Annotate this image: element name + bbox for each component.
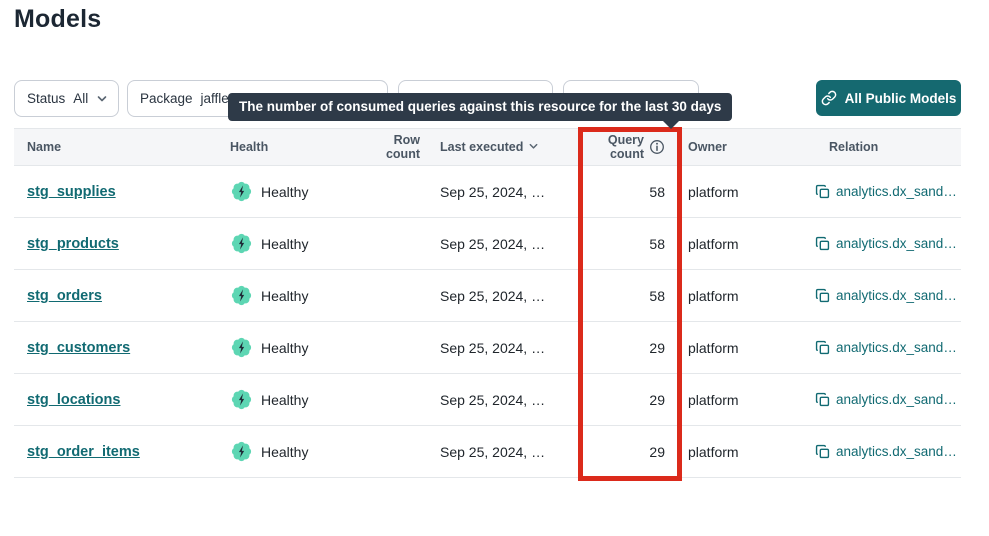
- table-row: stg_products Healthy Sep 25, 2024, … 58 …: [14, 218, 961, 270]
- header-row-count: Row count: [385, 133, 420, 161]
- query-count-tooltip: The number of consumed queries against t…: [228, 93, 733, 129]
- owner-cell: platform: [688, 287, 739, 304]
- relation-link[interactable]: analytics.dx_sand…: [836, 340, 957, 355]
- query-count-cell: 58: [649, 235, 665, 252]
- link-icon: [821, 90, 837, 106]
- copy-icon: [815, 184, 830, 199]
- package-filter-value: jaffle_: [200, 91, 237, 106]
- chevron-down-icon: [96, 93, 108, 105]
- page-title: Models: [14, 5, 102, 33]
- model-link[interactable]: stg_order_items: [27, 444, 140, 460]
- header-query-count-label: Query count: [607, 133, 644, 161]
- owner-cell: platform: [688, 339, 739, 356]
- header-owner: Owner: [688, 140, 727, 154]
- query-count-cell: 29: [649, 443, 665, 460]
- healthy-badge-icon: [230, 284, 253, 307]
- header-name: Name: [27, 140, 62, 154]
- owner-cell: platform: [688, 235, 739, 252]
- last-executed-cell: Sep 25, 2024, …: [440, 391, 546, 408]
- owner-cell: platform: [688, 443, 739, 460]
- table-row: stg_orders Healthy Sep 25, 2024, … 58 pl…: [14, 270, 961, 322]
- healthy-badge-icon: [230, 232, 253, 255]
- model-link[interactable]: stg_locations: [27, 392, 121, 408]
- query-count-cell: 58: [649, 183, 665, 200]
- table-row: stg_supplies Healthy Sep 25, 2024, … 58 …: [14, 166, 961, 218]
- header-query-count[interactable]: Query count: [580, 133, 665, 161]
- models-table: Name Health Row count Last executed Quer…: [14, 128, 961, 478]
- last-executed-cell: Sep 25, 2024, …: [440, 339, 546, 356]
- healthy-badge-icon: [230, 180, 253, 203]
- owner-cell: platform: [688, 183, 739, 200]
- copy-icon: [815, 444, 830, 459]
- health-label: Healthy: [261, 339, 309, 356]
- last-executed-cell: Sep 25, 2024, …: [440, 287, 546, 304]
- header-last-executed[interactable]: Last executed: [420, 140, 580, 154]
- last-executed-cell: Sep 25, 2024, …: [440, 183, 546, 200]
- status-filter-value: All: [73, 91, 89, 106]
- relation-link[interactable]: analytics.dx_sand…: [836, 184, 957, 199]
- relation-link[interactable]: analytics.dx_sand…: [836, 288, 957, 303]
- all-public-models-label: All Public Models: [844, 90, 957, 106]
- query-count-cell: 58: [649, 287, 665, 304]
- table-row: stg_order_items Healthy Sep 25, 2024, … …: [14, 426, 961, 478]
- header-last-executed-label: Last executed: [440, 140, 524, 154]
- table-header-row: Name Health Row count Last executed Quer…: [14, 128, 961, 166]
- tooltip-arrow: [662, 120, 680, 129]
- copy-icon: [815, 236, 830, 251]
- status-filter-dropdown[interactable]: Status All: [14, 80, 119, 117]
- package-filter-label: Package: [140, 91, 193, 106]
- health-label: Healthy: [261, 235, 309, 252]
- health-label: Healthy: [261, 391, 309, 408]
- relation-link[interactable]: analytics.dx_sand…: [836, 392, 957, 407]
- copy-icon: [815, 340, 830, 355]
- health-label: Healthy: [261, 287, 309, 304]
- query-count-cell: 29: [649, 391, 665, 408]
- model-link[interactable]: stg_products: [27, 236, 119, 252]
- tooltip-text: The number of consumed queries against t…: [239, 99, 722, 114]
- query-count-cell: 29: [649, 339, 665, 356]
- health-label: Healthy: [261, 443, 309, 460]
- relation-link[interactable]: analytics.dx_sand…: [836, 236, 957, 251]
- status-filter-label: Status: [27, 91, 66, 106]
- last-executed-cell: Sep 25, 2024, …: [440, 235, 546, 252]
- last-executed-cell: Sep 25, 2024, …: [440, 443, 546, 460]
- header-health: Health: [230, 140, 269, 154]
- model-link[interactable]: stg_customers: [27, 340, 131, 356]
- header-relation: Relation: [829, 140, 879, 154]
- owner-cell: platform: [688, 391, 739, 408]
- model-link[interactable]: stg_supplies: [27, 184, 116, 200]
- model-link[interactable]: stg_orders: [27, 288, 102, 304]
- healthy-badge-icon: [230, 440, 253, 463]
- healthy-badge-icon: [230, 388, 253, 411]
- all-public-models-button[interactable]: All Public Models: [816, 80, 961, 116]
- copy-icon: [815, 392, 830, 407]
- info-icon[interactable]: [649, 139, 665, 155]
- sort-chevron-down-icon: [528, 141, 540, 153]
- copy-icon: [815, 288, 830, 303]
- relation-link[interactable]: analytics.dx_sand…: [836, 444, 957, 459]
- table-row: stg_customers Healthy Sep 25, 2024, … 29…: [14, 322, 961, 374]
- health-label: Healthy: [261, 183, 309, 200]
- healthy-badge-icon: [230, 336, 253, 359]
- table-row: stg_locations Healthy Sep 25, 2024, … 29…: [14, 374, 961, 426]
